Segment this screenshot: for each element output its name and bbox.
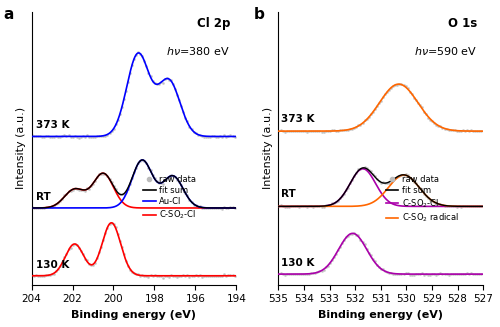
Text: $\it{h}$$\nu$=590 eV: $\it{h}$$\nu$=590 eV (414, 45, 477, 57)
Y-axis label: Intensity (a.u.): Intensity (a.u.) (16, 107, 26, 189)
Text: a: a (3, 7, 13, 22)
Text: Cl 2p: Cl 2p (197, 17, 230, 30)
Y-axis label: Intensity (a.u.): Intensity (a.u.) (263, 107, 273, 189)
Text: O 1s: O 1s (448, 17, 477, 30)
X-axis label: Binding energy (eV): Binding energy (eV) (72, 310, 196, 320)
Legend: raw data, fit sum, C-SO$_2$-Cl, C-SO$_2$ radical: raw data, fit sum, C-SO$_2$-Cl, C-SO$_2$… (385, 174, 460, 225)
X-axis label: Binding energy (eV): Binding energy (eV) (318, 310, 444, 320)
Text: 373 K: 373 K (36, 120, 69, 130)
Text: 373 K: 373 K (281, 113, 314, 124)
Text: 130 K: 130 K (36, 261, 69, 270)
Text: b: b (254, 7, 265, 22)
Text: RT: RT (36, 192, 51, 202)
Text: $\it{h}$$\nu$=380 eV: $\it{h}$$\nu$=380 eV (166, 45, 230, 57)
Legend: raw data, fit sum, Au-Cl, C-SO$_2$-Cl: raw data, fit sum, Au-Cl, C-SO$_2$-Cl (142, 174, 197, 222)
Text: RT: RT (281, 189, 296, 199)
Text: 130 K: 130 K (281, 258, 314, 268)
